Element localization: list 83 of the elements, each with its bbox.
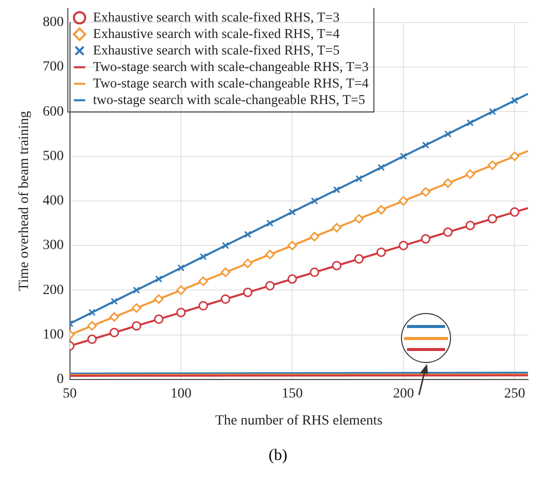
point bbox=[443, 178, 453, 188]
point bbox=[354, 214, 364, 224]
point bbox=[265, 250, 275, 260]
point bbox=[176, 308, 186, 318]
point bbox=[87, 334, 97, 344]
point bbox=[88, 308, 96, 316]
y-tick-label: 300 bbox=[42, 238, 64, 254]
point bbox=[443, 227, 453, 237]
y-tick-label: 800 bbox=[42, 15, 64, 30]
y-tick-label: 200 bbox=[42, 282, 64, 298]
point bbox=[265, 280, 275, 290]
point bbox=[400, 152, 408, 160]
point bbox=[110, 312, 120, 322]
point bbox=[510, 207, 520, 217]
point bbox=[177, 264, 185, 272]
point bbox=[266, 220, 274, 227]
point bbox=[287, 274, 297, 284]
x-tick-label: 250 bbox=[504, 386, 526, 402]
point bbox=[332, 222, 342, 232]
point bbox=[332, 260, 342, 270]
legend-label: Two-stage search with scale-changeable RHS, T=4 bbox=[93, 75, 369, 90]
point bbox=[488, 108, 496, 116]
y-tick-label: 400 bbox=[42, 194, 64, 209]
x-tick-label: 200 bbox=[392, 386, 414, 402]
point bbox=[444, 130, 452, 138]
y-tick-label: 600 bbox=[42, 104, 64, 120]
point bbox=[288, 208, 296, 216]
y-tick-label: 500 bbox=[42, 148, 64, 164]
point bbox=[155, 275, 162, 283]
point bbox=[176, 285, 186, 295]
point bbox=[222, 242, 230, 250]
point bbox=[154, 314, 164, 324]
legend-label: Exhaustive search with scale-fixed RHS, T=5 bbox=[93, 42, 340, 58]
point bbox=[87, 321, 97, 331]
x-tick-label: 50 bbox=[62, 386, 77, 402]
point bbox=[198, 301, 208, 311]
point bbox=[488, 214, 498, 224]
point bbox=[465, 220, 475, 230]
point bbox=[154, 294, 164, 304]
legend-label: Two-stage search with scale-changeable RHS, T=3 bbox=[93, 58, 369, 74]
point bbox=[466, 119, 474, 126]
point bbox=[310, 197, 318, 204]
point bbox=[310, 268, 320, 278]
point bbox=[376, 247, 386, 257]
y-tick-label: 100 bbox=[42, 327, 64, 342]
point bbox=[132, 303, 142, 313]
point bbox=[398, 240, 408, 250]
point bbox=[198, 276, 208, 286]
point bbox=[465, 169, 475, 179]
point bbox=[420, 187, 430, 197]
legend-label: Exhaustive search with scale-fixed RHS, T=4 bbox=[93, 26, 340, 41]
point bbox=[422, 142, 430, 149]
y-tick-label: 0 bbox=[56, 372, 64, 388]
point bbox=[110, 328, 120, 338]
point bbox=[510, 152, 520, 162]
point bbox=[355, 175, 363, 182]
x-tick-label: 150 bbox=[282, 386, 303, 402]
point bbox=[200, 253, 207, 260]
text: (b) bbox=[268, 447, 288, 465]
point bbox=[378, 164, 385, 172]
x-axis-title: The number of RHS elements bbox=[215, 413, 382, 428]
point bbox=[220, 294, 230, 304]
point bbox=[287, 240, 297, 250]
y-axis-title: Time overhead of beam training bbox=[17, 110, 32, 291]
legend-label: Exhaustive search with scale-fixed RHS, T=3 bbox=[93, 9, 340, 24]
point bbox=[511, 96, 518, 104]
point bbox=[242, 288, 252, 298]
point bbox=[244, 230, 252, 238]
point bbox=[420, 234, 430, 244]
point bbox=[132, 286, 140, 294]
x-tick-label: 100 bbox=[170, 386, 192, 402]
point bbox=[310, 232, 320, 242]
point bbox=[488, 160, 498, 170]
legend-label: two-stage search with scale-changeable RHS, T=5 bbox=[93, 92, 366, 107]
point bbox=[333, 186, 340, 194]
point bbox=[354, 254, 364, 264]
point bbox=[398, 196, 408, 206]
point bbox=[110, 298, 118, 305]
y-tick-label: 700 bbox=[42, 60, 64, 75]
point bbox=[242, 258, 252, 268]
point bbox=[132, 321, 142, 331]
point bbox=[220, 268, 230, 278]
point bbox=[376, 205, 386, 215]
